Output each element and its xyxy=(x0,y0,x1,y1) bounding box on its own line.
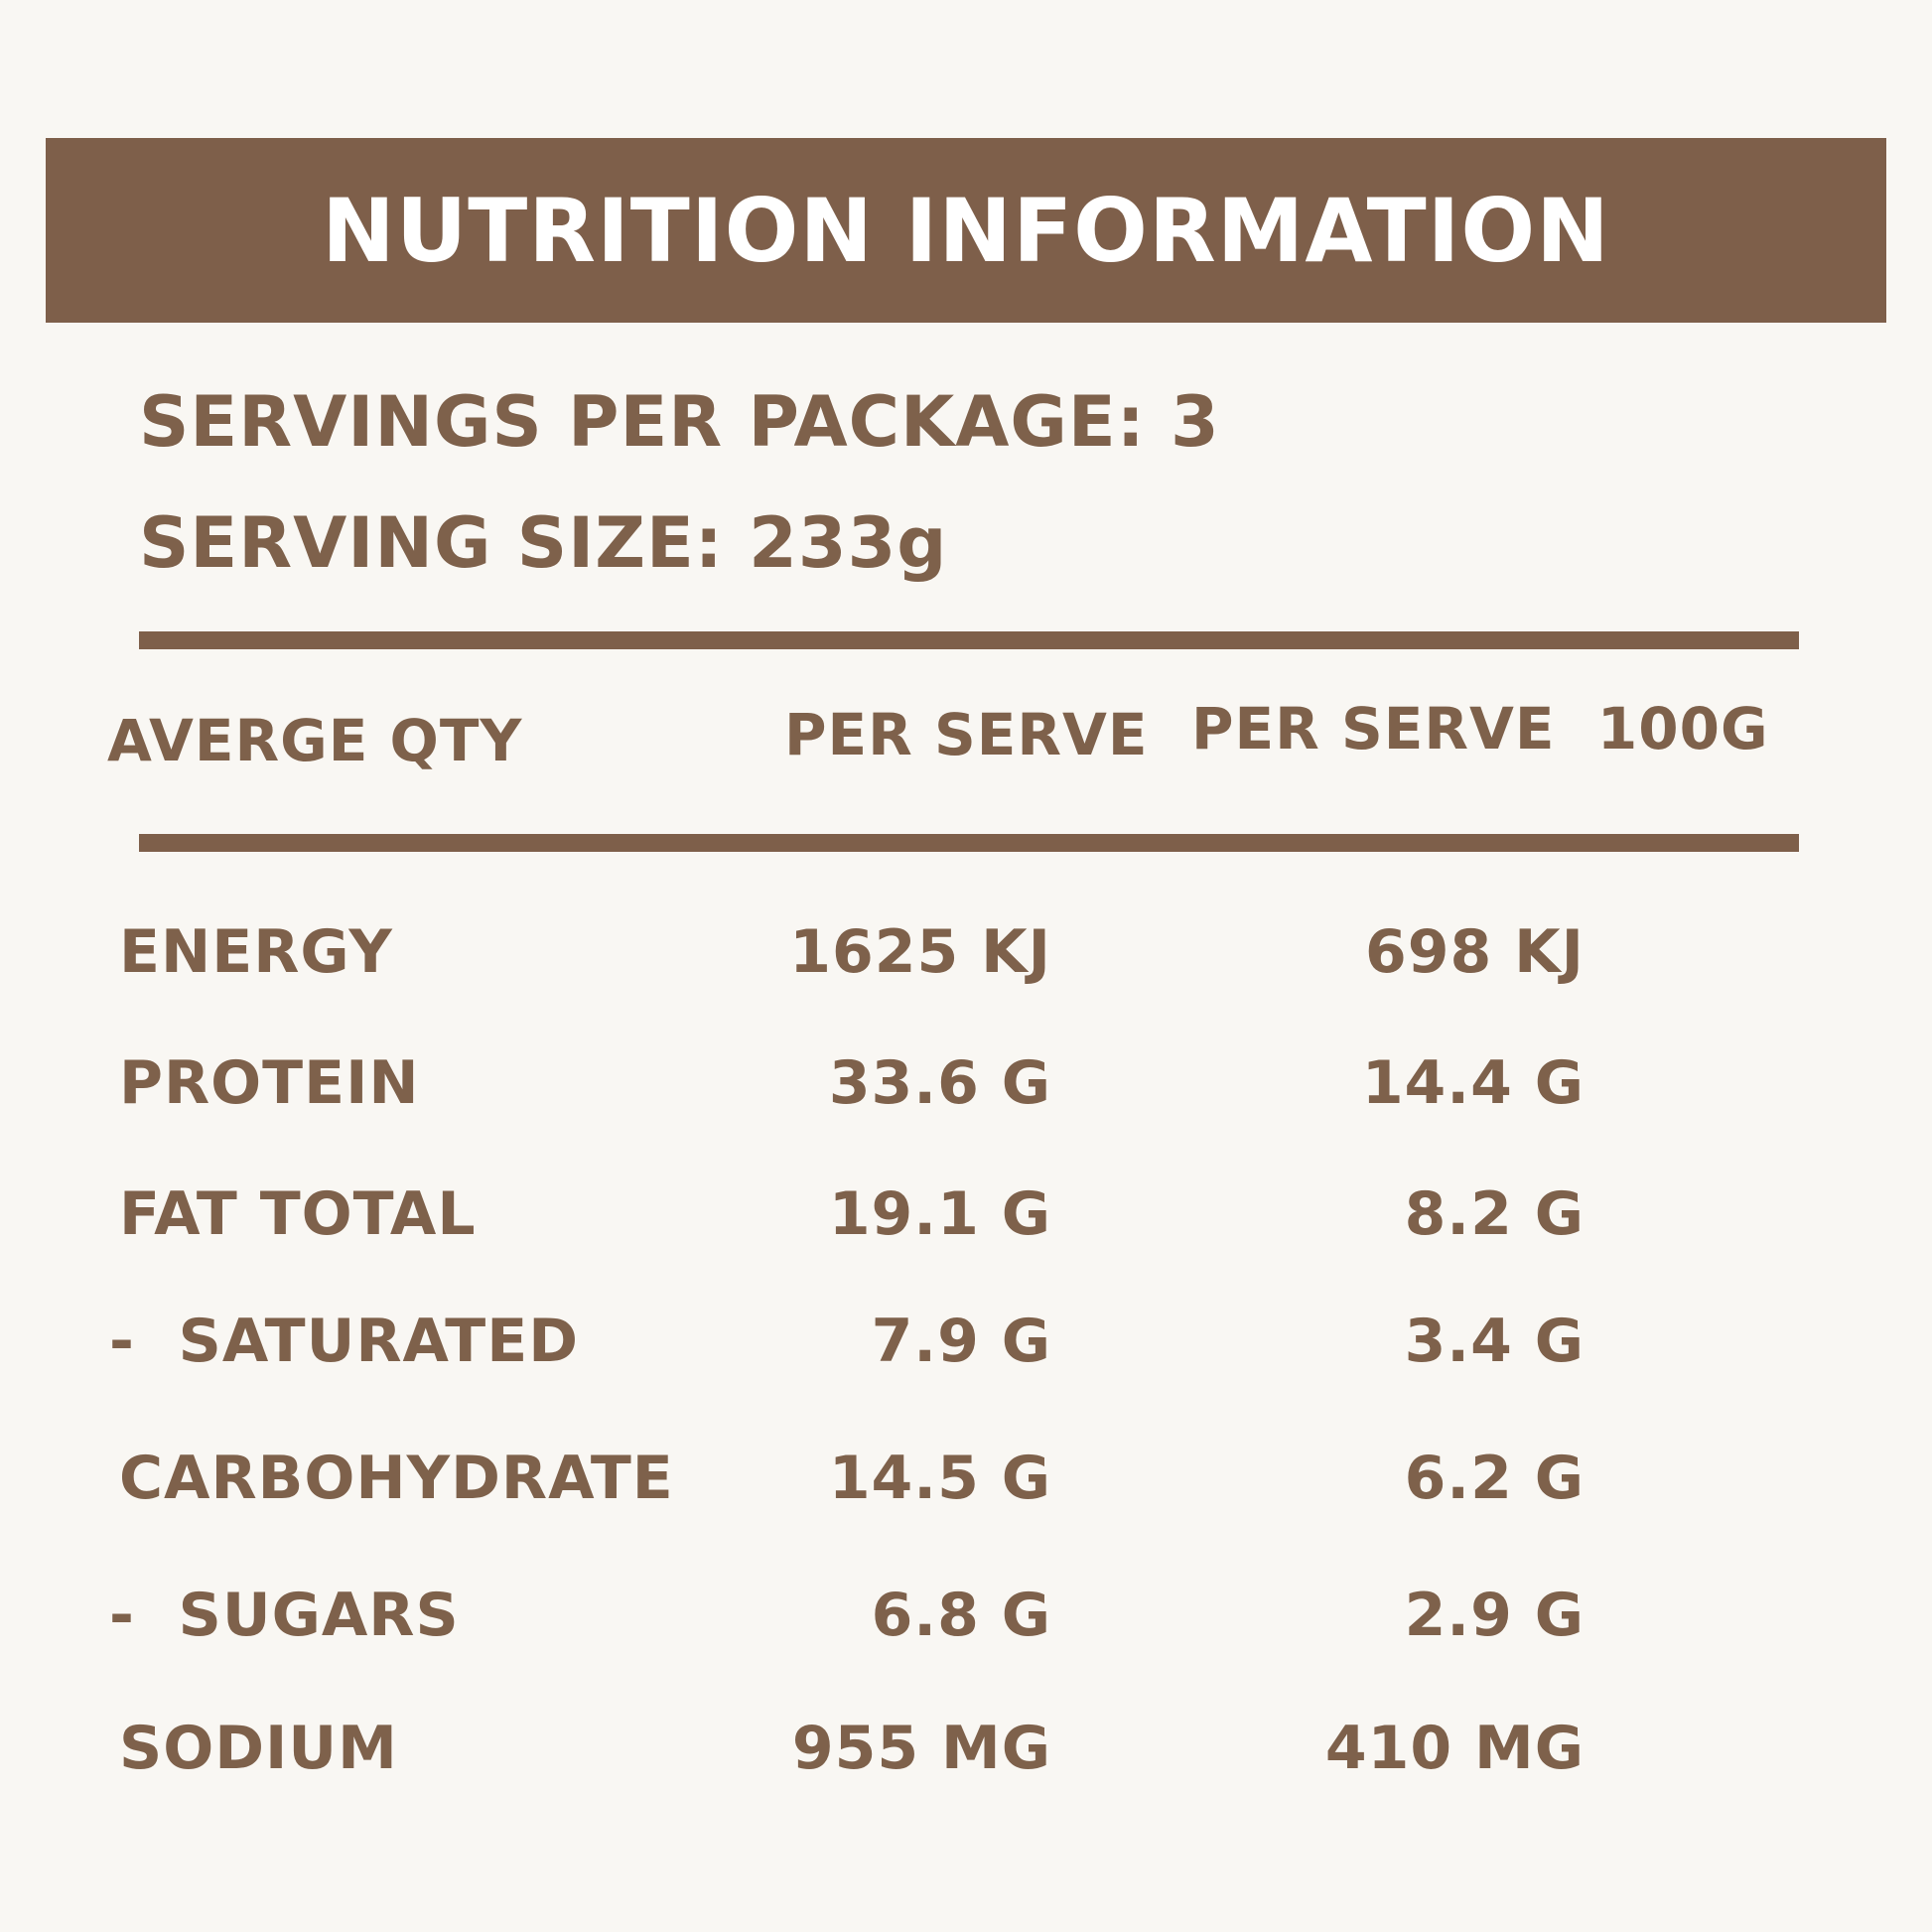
column-header-per-serve: PER SERVE xyxy=(784,701,1149,768)
row-per-serve-value: 6.8 G xyxy=(871,1581,1051,1650)
row-per-serve-value: 33.6 G xyxy=(828,1048,1051,1118)
table-row: - SUGARS 6.8 G 2.9 G xyxy=(0,1581,1932,1660)
divider-header xyxy=(139,834,1799,852)
table-row: PROTEIN 33.6 G 14.4 G xyxy=(0,1048,1932,1128)
serving-size: SERVING SIZE: 233g xyxy=(139,502,948,584)
row-label: ENERGY xyxy=(119,917,393,987)
divider-top xyxy=(139,631,1799,649)
row-per-serve-value: 7.9 G xyxy=(871,1307,1051,1376)
table-row: FAT TOTAL 19.1 G 8.2 G xyxy=(0,1179,1932,1259)
title-banner: NUTRITION INFORMATION xyxy=(46,138,1886,323)
row-per-serve-value: 955 MG xyxy=(791,1714,1051,1783)
row-per-100g-value: 410 MG xyxy=(1324,1714,1585,1783)
row-per-serve-value: 14.5 G xyxy=(828,1444,1051,1513)
row-per-serve-value: 19.1 G xyxy=(828,1179,1051,1249)
row-label: FAT TOTAL xyxy=(119,1179,477,1249)
servings-per-package: SERVINGS PER PACKAGE: 3 xyxy=(139,381,1220,463)
row-per-100g-value: 14.4 G xyxy=(1361,1048,1585,1118)
table-row: ENERGY 1625 KJ 698 KJ xyxy=(0,917,1932,997)
row-label: SODIUM xyxy=(119,1714,398,1783)
page-title: NUTRITION INFORMATION xyxy=(322,179,1610,282)
table-row: SODIUM 955 MG 410 MG xyxy=(0,1714,1932,1793)
row-per-100g-value: 698 KJ xyxy=(1365,917,1585,987)
row-per-100g-value: 8.2 G xyxy=(1404,1179,1585,1249)
row-label: PROTEIN xyxy=(119,1048,420,1118)
table-row: - SATURATED 7.9 G 3.4 G xyxy=(0,1307,1932,1386)
row-label: CARBOHYDRATE xyxy=(119,1444,674,1513)
row-per-100g-value: 2.9 G xyxy=(1404,1581,1585,1650)
column-header-label: AVERGE QTY xyxy=(107,707,523,774)
row-per-100g-value: 6.2 G xyxy=(1404,1444,1585,1513)
column-header-per-100g: PER SERVE 100G xyxy=(1191,695,1769,762)
row-label: - SUGARS xyxy=(109,1581,460,1650)
table-row: CARBOHYDRATE 14.5 G 6.2 G xyxy=(0,1444,1932,1523)
row-per-100g-value: 3.4 G xyxy=(1404,1307,1585,1376)
row-label: - SATURATED xyxy=(109,1307,580,1376)
row-per-serve-value: 1625 KJ xyxy=(789,917,1051,987)
